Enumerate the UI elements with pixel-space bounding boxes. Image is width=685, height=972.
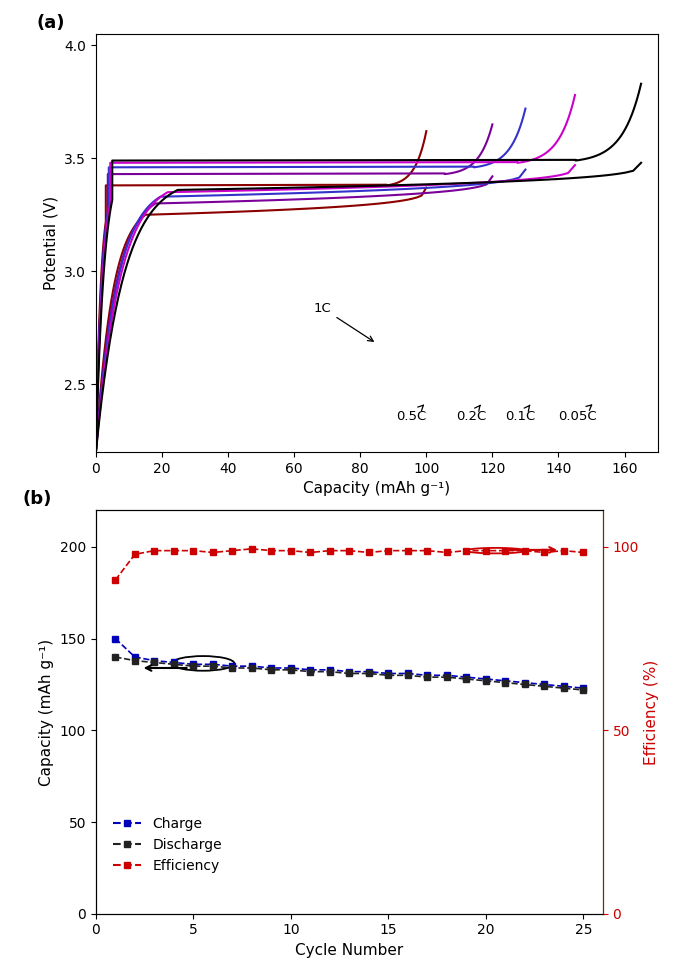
Charge — [403, 668, 412, 679]
Text: 0.1C: 0.1C — [506, 405, 536, 424]
Efficiency — [189, 544, 197, 556]
Efficiency — [326, 544, 334, 556]
X-axis label: Capacity (mAh g⁻¹): Capacity (mAh g⁻¹) — [303, 481, 450, 497]
Charge — [209, 658, 217, 670]
Text: 1C: 1C — [314, 302, 373, 341]
Charge — [228, 660, 236, 672]
Discharge — [423, 672, 432, 683]
Charge — [521, 677, 529, 688]
Efficiency — [267, 544, 275, 556]
Text: 0.2C: 0.2C — [456, 405, 486, 424]
Efficiency — [403, 544, 412, 556]
Discharge — [462, 674, 471, 685]
Efficiency — [306, 546, 314, 558]
Text: 0.5C: 0.5C — [397, 405, 427, 424]
Text: (a): (a) — [37, 14, 66, 32]
Charge — [560, 680, 568, 692]
Line: Discharge: Discharge — [112, 654, 586, 693]
Efficiency — [580, 546, 588, 558]
Discharge — [287, 664, 295, 676]
Legend: Charge, Discharge, Efficiency: Charge, Discharge, Efficiency — [108, 812, 227, 879]
Charge — [131, 651, 139, 663]
Discharge — [384, 670, 393, 681]
Charge — [306, 664, 314, 676]
Discharge — [326, 666, 334, 677]
Charge — [501, 675, 510, 686]
Efficiency — [501, 544, 510, 556]
Efficiency — [131, 548, 139, 560]
Charge — [423, 670, 432, 681]
Discharge — [248, 662, 256, 674]
Discharge — [150, 657, 158, 669]
Charge — [364, 666, 373, 677]
Charge — [326, 664, 334, 676]
Text: (b): (b) — [23, 490, 52, 508]
Charge — [111, 633, 119, 644]
Discharge — [501, 677, 510, 688]
Efficiency — [384, 544, 393, 556]
Line: Efficiency: Efficiency — [112, 545, 586, 583]
Line: Charge: Charge — [112, 636, 586, 691]
Efficiency — [540, 546, 549, 558]
Y-axis label: Capacity (mAh g⁻¹): Capacity (mAh g⁻¹) — [39, 639, 54, 785]
Discharge — [560, 682, 568, 694]
Discharge — [189, 660, 197, 672]
Y-axis label: Potential (V): Potential (V) — [44, 196, 59, 290]
Discharge — [403, 670, 412, 681]
Discharge — [364, 668, 373, 679]
Efficiency — [170, 544, 178, 556]
Charge — [345, 666, 353, 677]
Y-axis label: Efficiency (%): Efficiency (%) — [645, 659, 660, 765]
Efficiency — [248, 543, 256, 555]
X-axis label: Cycle Number: Cycle Number — [295, 943, 403, 958]
Discharge — [306, 666, 314, 677]
Text: 0.05C: 0.05C — [558, 405, 597, 424]
Charge — [287, 662, 295, 674]
Discharge — [580, 684, 588, 696]
Discharge — [267, 664, 275, 676]
Efficiency — [560, 544, 568, 556]
Charge — [540, 678, 549, 690]
Charge — [170, 657, 178, 669]
Discharge — [521, 678, 529, 690]
Charge — [482, 674, 490, 685]
Discharge — [111, 651, 119, 663]
Efficiency — [345, 544, 353, 556]
Charge — [150, 655, 158, 667]
Charge — [248, 660, 256, 672]
Efficiency — [111, 574, 119, 586]
Charge — [384, 668, 393, 679]
Efficiency — [209, 546, 217, 558]
Efficiency — [150, 544, 158, 556]
Charge — [580, 682, 588, 694]
Efficiency — [462, 544, 471, 556]
Efficiency — [521, 544, 529, 556]
Discharge — [209, 660, 217, 672]
Discharge — [345, 668, 353, 679]
Discharge — [443, 672, 451, 683]
Efficiency — [423, 544, 432, 556]
Discharge — [131, 655, 139, 667]
Charge — [462, 672, 471, 683]
Efficiency — [443, 546, 451, 558]
Charge — [189, 658, 197, 670]
Charge — [267, 662, 275, 674]
Efficiency — [364, 546, 373, 558]
Discharge — [482, 675, 490, 686]
Efficiency — [482, 544, 490, 556]
Efficiency — [287, 544, 295, 556]
Efficiency — [228, 544, 236, 556]
Charge — [443, 670, 451, 681]
Discharge — [170, 658, 178, 670]
Discharge — [228, 662, 236, 674]
Discharge — [540, 680, 549, 692]
